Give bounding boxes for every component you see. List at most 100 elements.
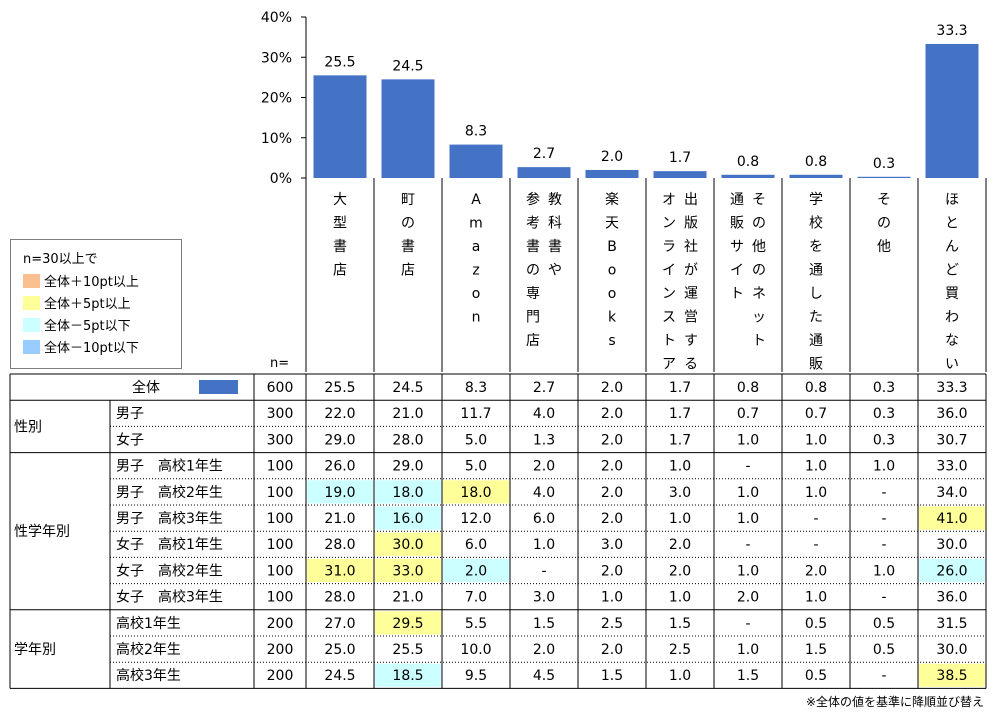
table-cell: -: [813, 511, 818, 527]
table-cell: 2.0: [465, 563, 487, 579]
table-cell: 8.3: [465, 380, 487, 396]
table-cell: 1.0: [669, 668, 691, 684]
table-cell: 33.0: [392, 563, 423, 579]
table-cell: 2.5: [601, 616, 623, 632]
table-cell: 24.5: [392, 380, 423, 396]
table-cell: 0.3: [873, 406, 895, 422]
row-n: 100: [267, 537, 294, 553]
table-cell: 0.5: [805, 668, 827, 684]
footnote: ※全体の値を基準に降順並び替え: [805, 695, 984, 709]
row-n: 100: [267, 590, 294, 606]
legend-title: n=30以上で: [23, 252, 98, 267]
table-cell: 18.0: [392, 485, 423, 501]
category-label-char: 他: [752, 239, 766, 255]
table-cell: 2.5: [669, 642, 691, 658]
category-label-char: い: [945, 357, 959, 373]
table-cell: 1.0: [737, 563, 759, 579]
total-row-label: 全体: [132, 379, 160, 396]
row-n: 600: [267, 380, 294, 396]
table-cell: -: [813, 537, 818, 553]
table-cell: 25.5: [392, 642, 423, 658]
table-cell: 1.3: [533, 432, 555, 448]
table-cell: 9.5: [465, 668, 487, 684]
group-label: 性学年別: [14, 524, 70, 540]
table-cell: 31.0: [324, 563, 355, 579]
table-cell: 2.0: [601, 380, 623, 396]
legend-label: 全体＋5pt以上: [44, 297, 131, 312]
table-cell: 1.5: [533, 616, 555, 632]
table-cell: 5.0: [465, 459, 487, 475]
table-cell: 25.0: [324, 642, 355, 658]
legend-item-minus10: 全体－10pt以下: [23, 340, 139, 358]
row-n: 200: [267, 616, 294, 632]
category-label-char: ん: [945, 239, 959, 255]
category-label-char: ネ: [752, 286, 766, 302]
n-header-label: n=: [270, 356, 290, 371]
category-label-char: ッ: [752, 310, 766, 326]
table-cell: 1.0: [669, 511, 691, 527]
table-cell: 0.7: [737, 406, 759, 422]
group-label: 学年別: [14, 642, 56, 658]
category-label-char: 他: [877, 239, 891, 255]
category-label-char: の: [877, 216, 891, 232]
category-label-char: す: [684, 333, 698, 349]
row-label: 高校1年生: [116, 615, 181, 632]
table-cell: 1.7: [669, 380, 691, 396]
table-cell: 4.0: [533, 485, 555, 501]
category-label-char: わ: [945, 310, 959, 326]
table-cell: 22.0: [324, 406, 355, 422]
bar-value-label: 25.5: [324, 54, 355, 70]
category-label-char: と: [945, 216, 959, 232]
row-label: 女子 高校1年生: [116, 536, 223, 553]
category-label-char: の: [752, 216, 766, 232]
category-label-char: 通: [730, 192, 744, 208]
legend-item-minus5: 全体－5pt以下: [23, 318, 131, 336]
category-label-char: 出: [684, 192, 698, 208]
bar: [381, 79, 435, 178]
category-label-char: 門: [526, 310, 540, 326]
category-label-char: 参: [526, 191, 540, 208]
category-label-char: 書: [548, 239, 562, 255]
table-cell: -: [541, 563, 546, 579]
table-cell: -: [881, 668, 886, 684]
y-tick-label: 0%: [270, 171, 292, 187]
category-label-char: 店: [333, 263, 347, 279]
table-cell: 0.5: [805, 616, 827, 632]
table-cell: 21.0: [392, 590, 423, 606]
table-cell: 6.0: [465, 537, 487, 553]
bar: [789, 174, 843, 178]
table-cell: -: [881, 537, 886, 553]
row-label: 男子: [116, 406, 144, 422]
table-cell: -: [881, 511, 886, 527]
bar: [517, 167, 571, 178]
highlight-cell: [375, 558, 441, 583]
table-cell: 1.0: [601, 590, 623, 606]
table-cell: 38.5: [936, 668, 967, 684]
category-label-char: 書: [401, 239, 415, 255]
table-cell: 1.0: [669, 590, 691, 606]
category-label-char: 販: [809, 357, 823, 373]
category-label-char: 町: [401, 192, 415, 208]
category-label-char: や: [548, 263, 562, 279]
category-label-char: 通: [809, 263, 823, 279]
table-cell: 1.5: [601, 668, 623, 684]
table-cell: 3.0: [533, 590, 555, 606]
category-label-char: し: [809, 286, 823, 302]
table-cell: 7.0: [465, 590, 487, 606]
category-label-char: B: [607, 239, 617, 255]
highlight-cell: [443, 480, 509, 504]
category-label-char: る: [684, 357, 698, 373]
table-cell: 18.5: [392, 668, 423, 684]
row-n: 100: [267, 485, 294, 501]
table-cell: 16.0: [392, 511, 423, 527]
category-label-char: の: [526, 263, 540, 279]
bar: [925, 43, 979, 178]
row-n: 300: [267, 406, 294, 422]
table-cell: 29.0: [392, 459, 423, 475]
category-label-char: 学: [809, 192, 823, 208]
table-cell: 2.0: [805, 563, 827, 579]
table-cell: 4.5: [533, 668, 555, 684]
category-label-char: 楽: [605, 192, 619, 208]
bar-value-label: 0.8: [737, 154, 759, 170]
